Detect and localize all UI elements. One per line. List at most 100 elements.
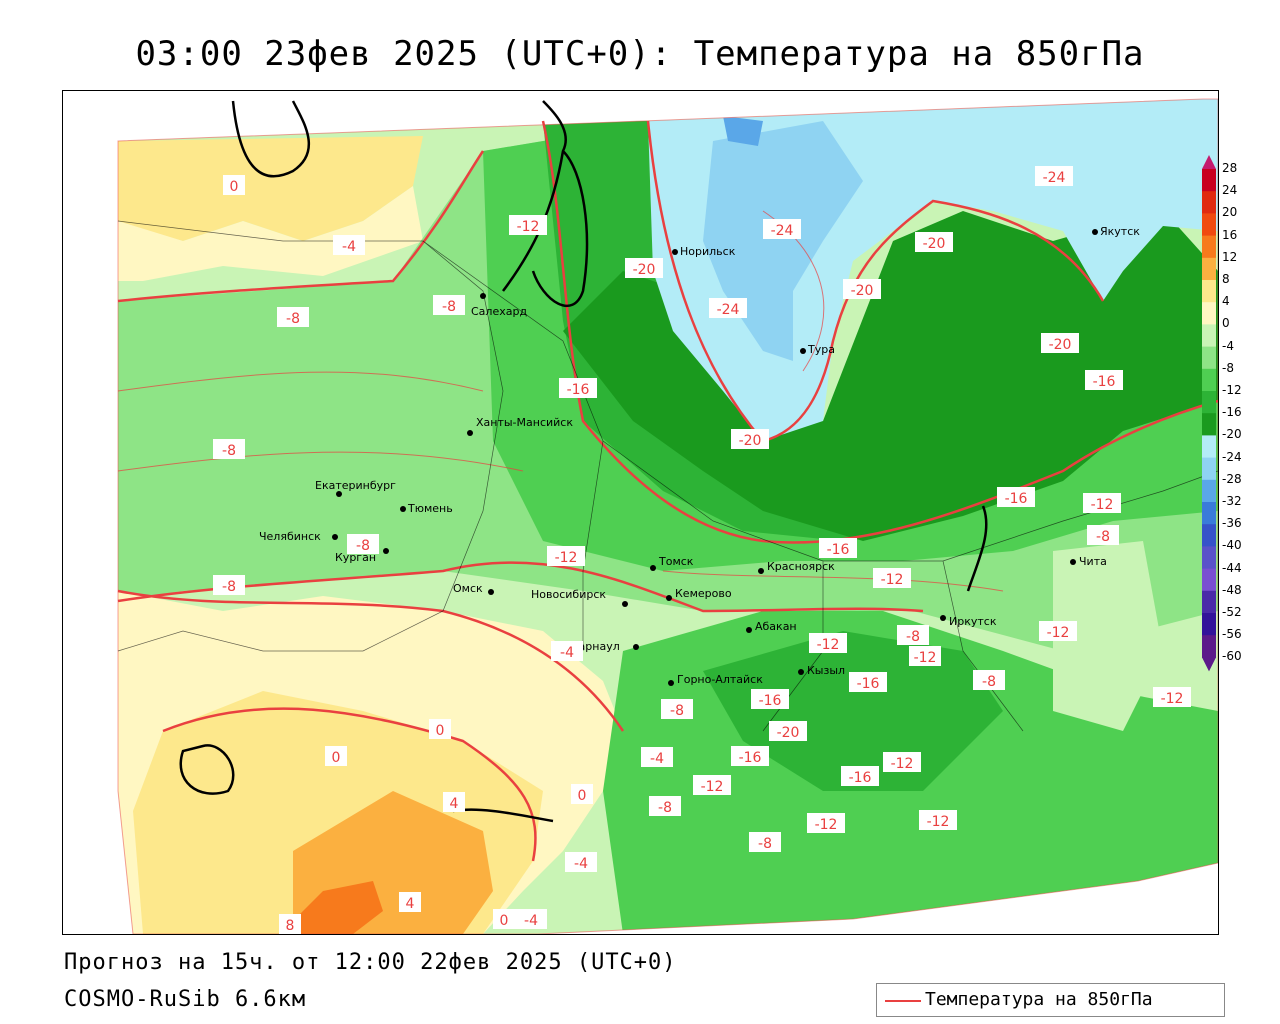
svg-text:0: 0 xyxy=(500,913,509,929)
colorbar-tick-label: -32 xyxy=(1222,494,1242,508)
city-yakutsk: Якутск xyxy=(1092,225,1140,238)
svg-text:-8: -8 xyxy=(356,538,370,554)
svg-text:Омск: Омск xyxy=(453,582,483,595)
svg-text:8: 8 xyxy=(286,918,295,934)
isotherm-label: -4 xyxy=(565,852,597,872)
svg-text:-16: -16 xyxy=(857,676,880,692)
svg-text:-8: -8 xyxy=(906,629,920,645)
svg-text:Иркутск: Иркутск xyxy=(949,615,997,628)
isotherm-label: -8 xyxy=(213,575,245,595)
isotherm-label: -12 xyxy=(693,775,731,795)
colorbar-tick-label: 16 xyxy=(1222,227,1238,242)
colorbar-top-arrow xyxy=(1202,155,1216,169)
city-tyumen: Тюмень xyxy=(400,502,453,515)
svg-text:-20: -20 xyxy=(633,262,656,278)
colorbar-swatch xyxy=(1202,257,1216,281)
city-norilsk: Норильск xyxy=(672,245,736,258)
svg-text:-24: -24 xyxy=(1043,170,1066,186)
isotherm-label: -16 xyxy=(841,766,879,786)
svg-text:-8: -8 xyxy=(222,579,236,595)
city-barnaul: Барнаул xyxy=(571,640,639,653)
svg-text:0: 0 xyxy=(436,723,445,739)
colorbar-tick-label: -48 xyxy=(1222,582,1242,597)
svg-text:Кызыл: Кызыл xyxy=(807,664,845,677)
svg-text:-8: -8 xyxy=(1096,529,1110,545)
svg-text:-20: -20 xyxy=(739,433,762,449)
isotherm-label: -4 xyxy=(333,235,365,255)
colorbar-tick-label: -44 xyxy=(1222,560,1242,575)
svg-text:4: 4 xyxy=(450,796,459,812)
isotherm-label: 0 xyxy=(571,784,593,804)
isotherm-label: -12 xyxy=(1083,493,1121,513)
colorbar-bottom-arrow xyxy=(1202,657,1216,672)
colorbar-swatch xyxy=(1202,413,1216,436)
city-tura: Тура xyxy=(800,343,835,356)
colorbar-swatch xyxy=(1202,546,1216,570)
city-krasnoyarsk: Красноярск xyxy=(758,560,835,574)
legend-label: Температура на 850гПа xyxy=(925,989,1153,1010)
isotherm-label: 8 xyxy=(279,914,301,934)
colorbar-swatch xyxy=(1202,435,1216,459)
city-omsk: Омск xyxy=(453,582,494,595)
colorbar-swatch xyxy=(1202,169,1216,192)
svg-text:-8: -8 xyxy=(658,800,672,816)
colorbar-tick-label: 28 xyxy=(1222,161,1238,175)
colorbar-swatch xyxy=(1202,524,1216,547)
coastlines xyxy=(179,100,988,823)
colorbar-swatch xyxy=(1202,324,1216,348)
svg-text:-8: -8 xyxy=(758,836,772,852)
isotherm-label: -20 xyxy=(1041,333,1079,353)
map-area: Норильск Якутск Салехард Тура Ханты-Манс… xyxy=(62,90,1219,935)
svg-text:-12: -12 xyxy=(891,756,914,772)
colorbar-tick-label: 0 xyxy=(1222,316,1230,331)
svg-text:Красноярск: Красноярск xyxy=(767,560,835,573)
svg-text:-20: -20 xyxy=(777,725,800,741)
isotherm-label: -20 xyxy=(731,429,769,449)
isotherm-label: -16 xyxy=(559,378,597,398)
colorbar-tick-label: -4 xyxy=(1222,338,1234,353)
isotherm-labels: -4 -8 -8 -8 -8 -12 -20 -24 -24 -20 -20 -… xyxy=(213,166,1191,934)
isotherm-label: -20 xyxy=(915,232,953,252)
svg-text:-12: -12 xyxy=(817,637,840,653)
isotherm-label: -16 xyxy=(751,689,789,709)
city-gorno-altaysk: Горно-Алтайск xyxy=(668,673,763,686)
svg-text:-12: -12 xyxy=(1047,625,1070,641)
svg-text:-16: -16 xyxy=(849,770,872,786)
city-irkutsk: Иркутск xyxy=(940,615,997,628)
isotherm-label: -24 xyxy=(1035,166,1073,186)
model-name: COSMO-RuSib 6.6км xyxy=(64,987,307,1012)
svg-text:-8: -8 xyxy=(442,299,456,315)
svg-text:Новосибирск: Новосибирск xyxy=(531,588,606,601)
isotherm-label: -12 xyxy=(509,215,547,235)
svg-text:-12: -12 xyxy=(881,572,904,588)
svg-text:0: 0 xyxy=(230,179,239,195)
isotherm-label: -8 xyxy=(749,832,781,852)
city-kurgan: Курган xyxy=(335,548,389,564)
svg-text:-12: -12 xyxy=(517,219,540,235)
svg-text:Норильск: Норильск xyxy=(680,245,736,258)
svg-text:-12: -12 xyxy=(914,650,937,666)
svg-text:Екатеринбург: Екатеринбург xyxy=(315,479,396,492)
temperature-map: Норильск Якутск Салехард Тура Ханты-Манс… xyxy=(117,98,1218,934)
colorbar-swatch xyxy=(1202,213,1216,237)
city-tomsk: Томск xyxy=(650,555,694,571)
city-salekhard: Салехард xyxy=(471,293,527,318)
isotherm-label: -24 xyxy=(709,298,747,318)
borders xyxy=(117,220,1218,732)
svg-text:Чита: Чита xyxy=(1079,555,1107,568)
city-kemerovo: Кемерово xyxy=(666,587,732,601)
city-chita: Чита xyxy=(1070,555,1107,568)
isotherm-label: -8 xyxy=(433,295,465,315)
colorbar-swatch xyxy=(1202,457,1216,481)
colorbar-swatch xyxy=(1202,346,1216,370)
legend: Температура на 850гПа xyxy=(876,983,1225,1017)
svg-text:-8: -8 xyxy=(286,311,300,327)
colorbar-tick-label: 20 xyxy=(1222,205,1238,220)
colorbar-tick-label: -60 xyxy=(1222,649,1242,664)
colorbar-swatch xyxy=(1202,479,1216,503)
colorbar-swatch xyxy=(1202,635,1216,658)
colorbar-tick-label: -8 xyxy=(1222,360,1234,375)
svg-text:-16: -16 xyxy=(1005,491,1028,507)
colorbar-swatch xyxy=(1202,280,1216,303)
svg-text:Курган: Курган xyxy=(335,551,376,564)
